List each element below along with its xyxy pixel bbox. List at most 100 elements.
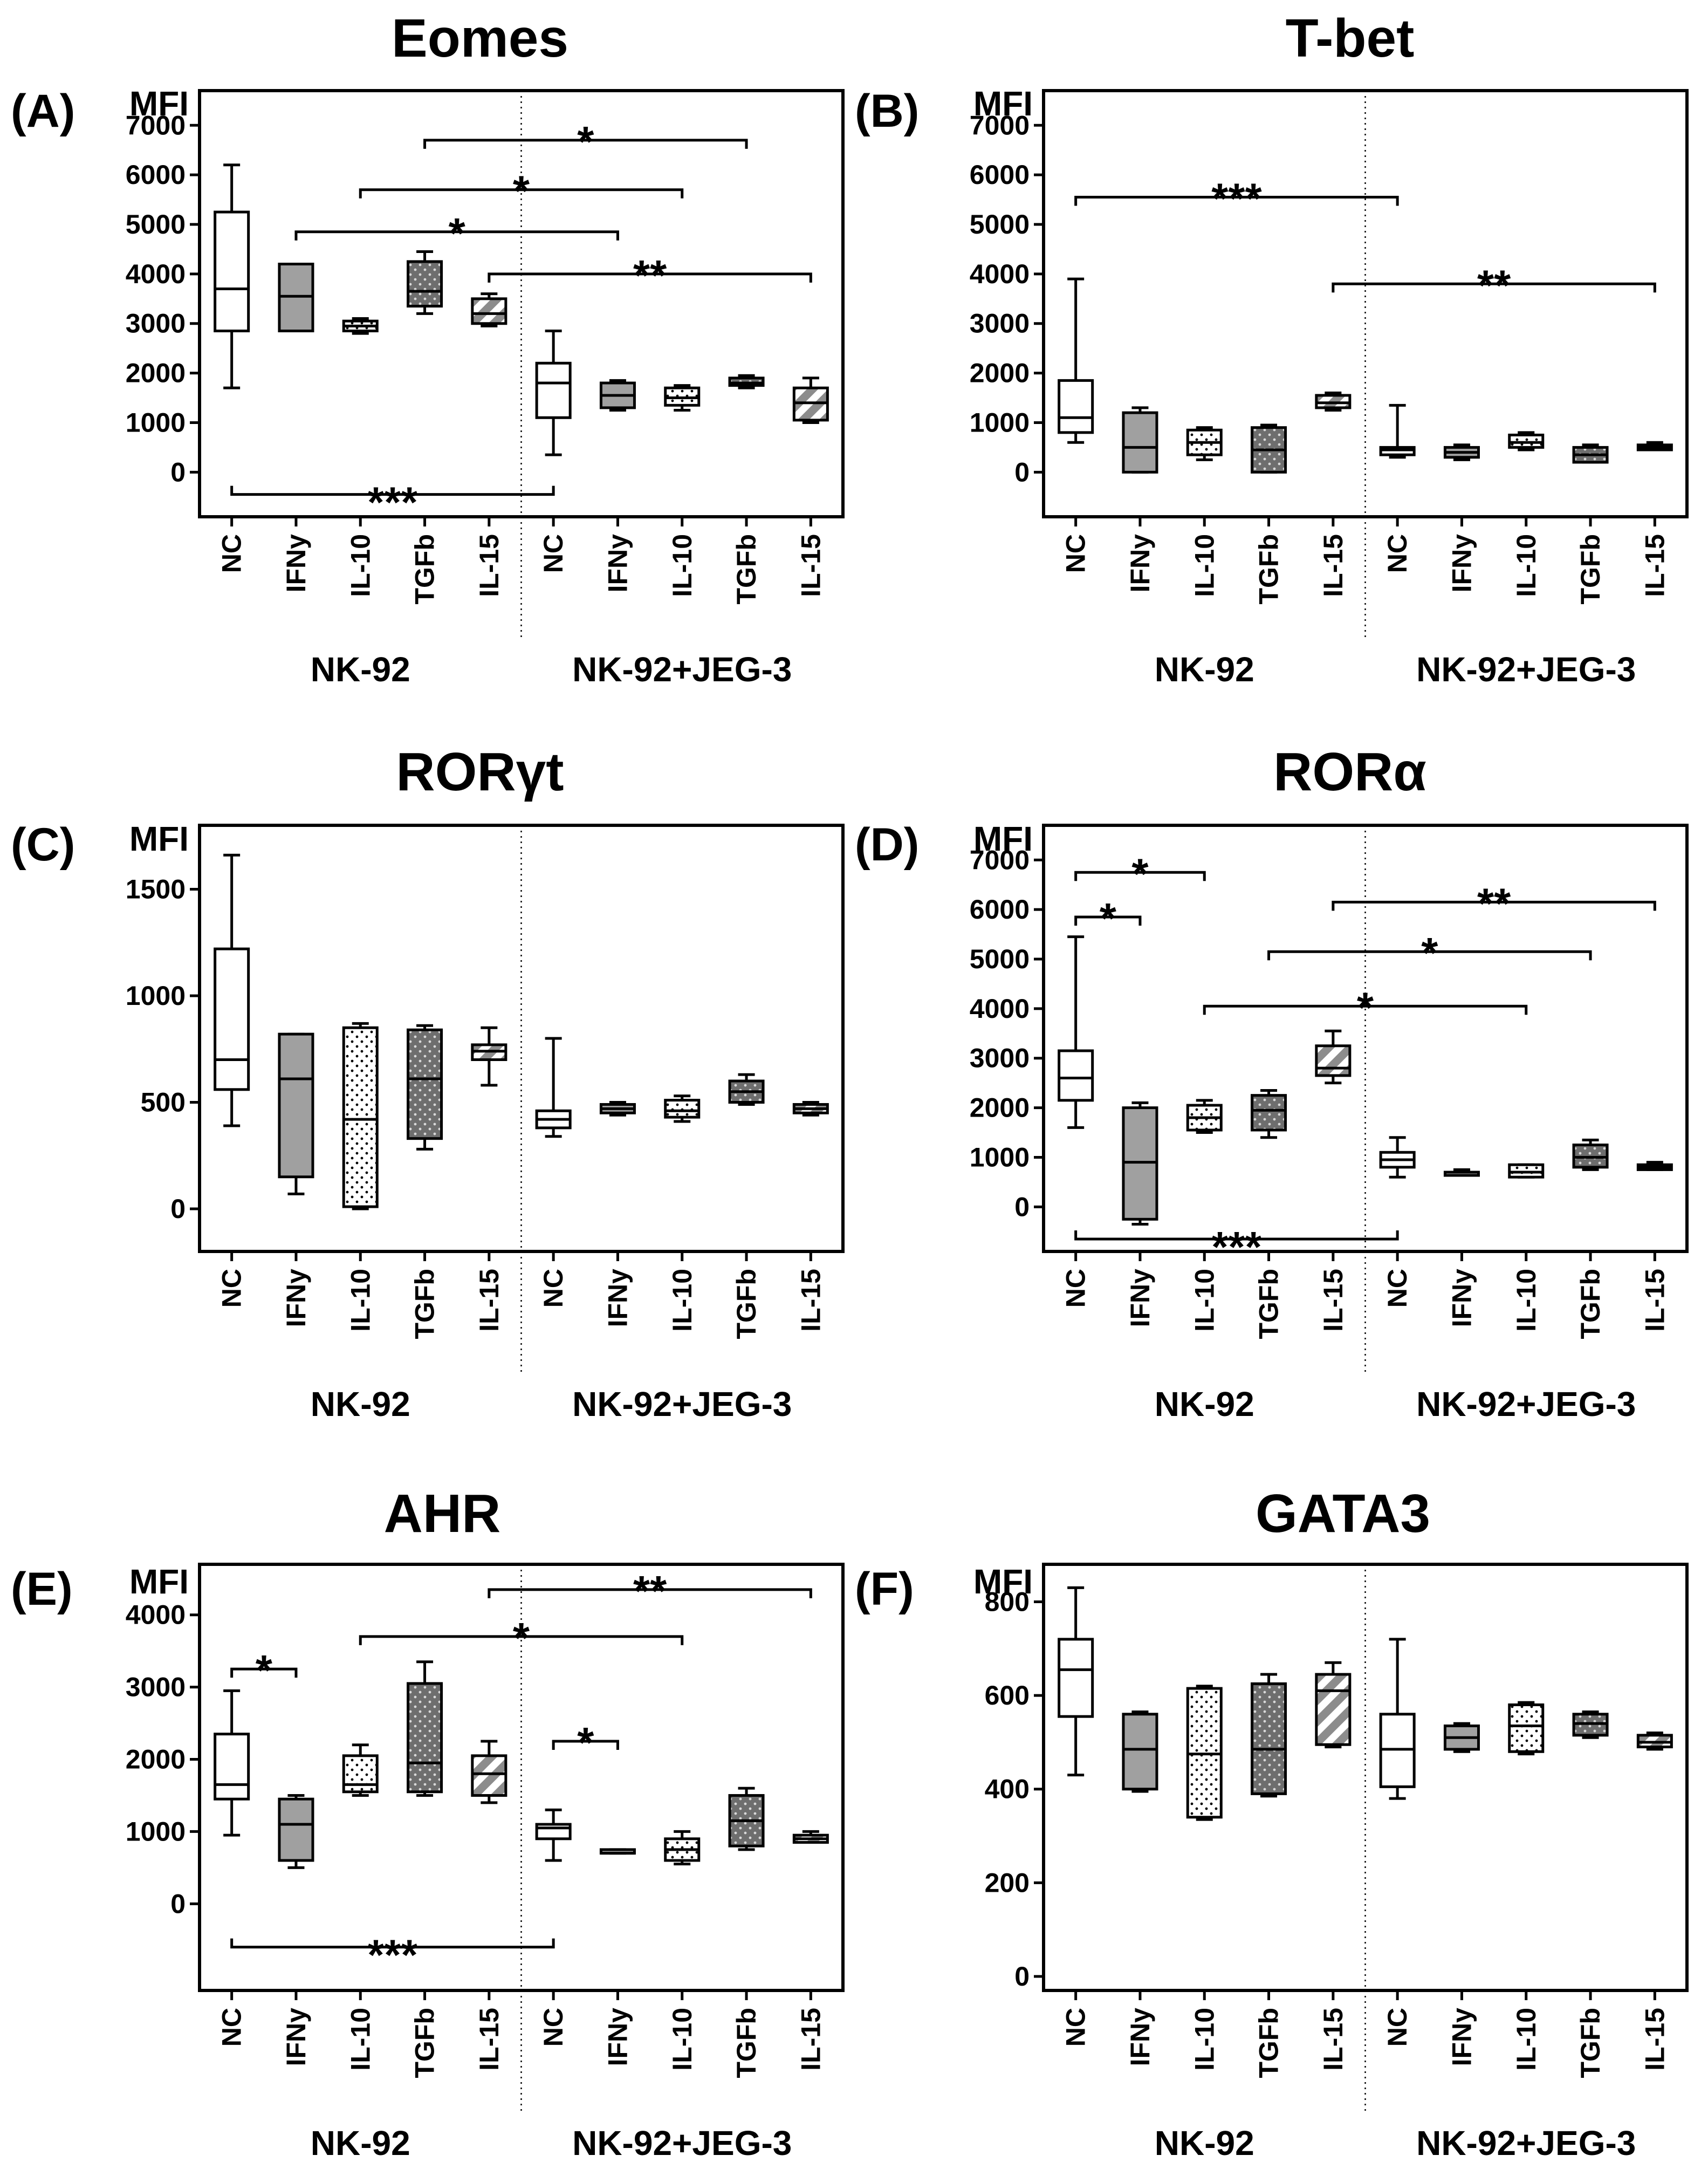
significance-label: ** (633, 251, 667, 299)
y-tick-label: 6000 (970, 160, 1030, 190)
x-tick-label: IL-15 (1640, 1269, 1670, 1332)
y-tick-label: 1000 (126, 1816, 186, 1846)
significance-label: ** (1477, 261, 1511, 309)
significance-label: *** (1211, 1223, 1262, 1271)
box-plot (792, 1830, 829, 1844)
box-plot (1186, 1099, 1223, 1134)
x-tick-label: NC (1382, 2008, 1412, 2047)
significance-bracket: *** (230, 1931, 555, 1979)
box-plot (535, 1808, 572, 1862)
box-plot (471, 1026, 507, 1087)
significance-bracket: *** (1074, 1223, 1399, 1271)
x-tick-label: IL-15 (795, 1269, 826, 1332)
box-plot (1315, 391, 1352, 412)
box-plot (1251, 1089, 1287, 1139)
box-iqr (214, 947, 250, 1091)
box-plot (407, 1024, 443, 1151)
box-plot (1443, 1168, 1480, 1177)
box-plot (214, 163, 250, 389)
box-plot (1636, 1161, 1673, 1171)
box-iqr (1122, 411, 1158, 474)
box-iqr (664, 1099, 701, 1119)
x-tick-label: TGFb (1575, 1269, 1606, 1339)
significance-bracket: * (1267, 929, 1592, 977)
y-tick-label: 400 (985, 1774, 1030, 1804)
box-plot (1379, 1136, 1416, 1179)
y-tick-label: 1000 (970, 407, 1030, 437)
box-plot (1315, 1029, 1352, 1085)
x-tick-label: TGFb (1575, 534, 1606, 605)
box-iqr (1315, 1044, 1352, 1077)
chart-title: AHR (384, 1483, 501, 1544)
box-plot (214, 853, 250, 1127)
y-tick-label: 0 (170, 1889, 186, 1919)
y-tick-label: 7000 (970, 110, 1030, 140)
bracket-line (1074, 871, 1206, 881)
bracket-line (488, 1588, 812, 1598)
box-iqr (1315, 1673, 1352, 1746)
box-iqr (1058, 1049, 1094, 1102)
y-tick-label: 7000 (970, 845, 1030, 875)
box-plot (1122, 1101, 1158, 1226)
x-tick-label: IL-15 (474, 1269, 504, 1332)
x-tick-label: IL-10 (345, 1269, 375, 1332)
box-iqr (471, 297, 507, 325)
box-plot (664, 384, 701, 412)
box-plot (1251, 423, 1287, 474)
chart-panel: RORγt (C) MFI 0 500 1000 1500 NC IFNy IL-10 TGFb IL… (11, 742, 845, 1424)
x-tick-label: TGFb (1575, 2008, 1606, 2078)
box-plot (792, 1101, 829, 1117)
x-tick-label: IL-10 (345, 534, 375, 597)
x-tick-label: TGFb (731, 534, 762, 605)
y-tick-label: 5000 (970, 209, 1030, 240)
box-plot (407, 1660, 443, 1797)
box-plot (1122, 406, 1158, 474)
x-tick-label: NC (1382, 534, 1412, 573)
box-plot (1508, 431, 1545, 451)
x-tick-label: IFNy (602, 534, 633, 593)
significance-bracket: * (1074, 894, 1142, 942)
box-plot (1508, 1701, 1545, 1756)
bracket-line (359, 1635, 684, 1645)
box-iqr (342, 1754, 379, 1794)
box-iqr (535, 361, 572, 419)
x-tick-label: TGFb (1254, 2008, 1284, 2078)
y-tick-label: 0 (170, 1194, 186, 1224)
x-tick-label: IL-10 (345, 2008, 375, 2071)
group-label: NK-92+JEG-3 (572, 1385, 792, 1424)
y-tick-label: 0 (1014, 1961, 1030, 1992)
significance-label: * (1357, 983, 1374, 1031)
significance-bracket: * (423, 118, 748, 166)
y-axis-label: MFI (973, 84, 1033, 123)
significance-bracket: * (359, 1614, 684, 1662)
significance-label: *** (1211, 175, 1262, 223)
y-tick-label: 3000 (970, 309, 1030, 339)
significance-bracket: * (294, 209, 619, 257)
group-label: NK-92+JEG-3 (572, 2124, 792, 2163)
group-label: NK-92 (311, 1385, 410, 1424)
y-axis-label: MFI (129, 819, 189, 858)
significance-label: * (1100, 894, 1117, 942)
bracket-line (230, 1667, 298, 1678)
chart-panel: RORα (D) MFI 0 1000 2000 3000 4000 5000 6000 7000 N… (855, 742, 1689, 1424)
box-plot (1058, 277, 1094, 444)
x-tick-label: NC (538, 1269, 568, 1308)
x-tick-label: NC (1061, 1269, 1091, 1308)
box-plot (407, 250, 443, 315)
significance-bracket: ** (1332, 879, 1656, 927)
x-tick-label: IL-10 (667, 1269, 697, 1332)
x-tick-label: NC (538, 534, 568, 573)
y-tick-label: 6000 (970, 894, 1030, 925)
box-plot (728, 1073, 765, 1106)
x-tick-label: IL-10 (1189, 534, 1219, 597)
y-axis-label: MFI (129, 84, 189, 123)
x-tick-label: IFNy (602, 2008, 633, 2067)
box-iqr (1251, 1682, 1287, 1795)
box-plot (599, 379, 636, 412)
bracket-line (230, 485, 555, 496)
box-plot (342, 1022, 379, 1210)
significance-bracket: * (359, 167, 684, 215)
box-plot (1315, 1661, 1352, 1749)
x-tick-label: NC (217, 1269, 247, 1308)
